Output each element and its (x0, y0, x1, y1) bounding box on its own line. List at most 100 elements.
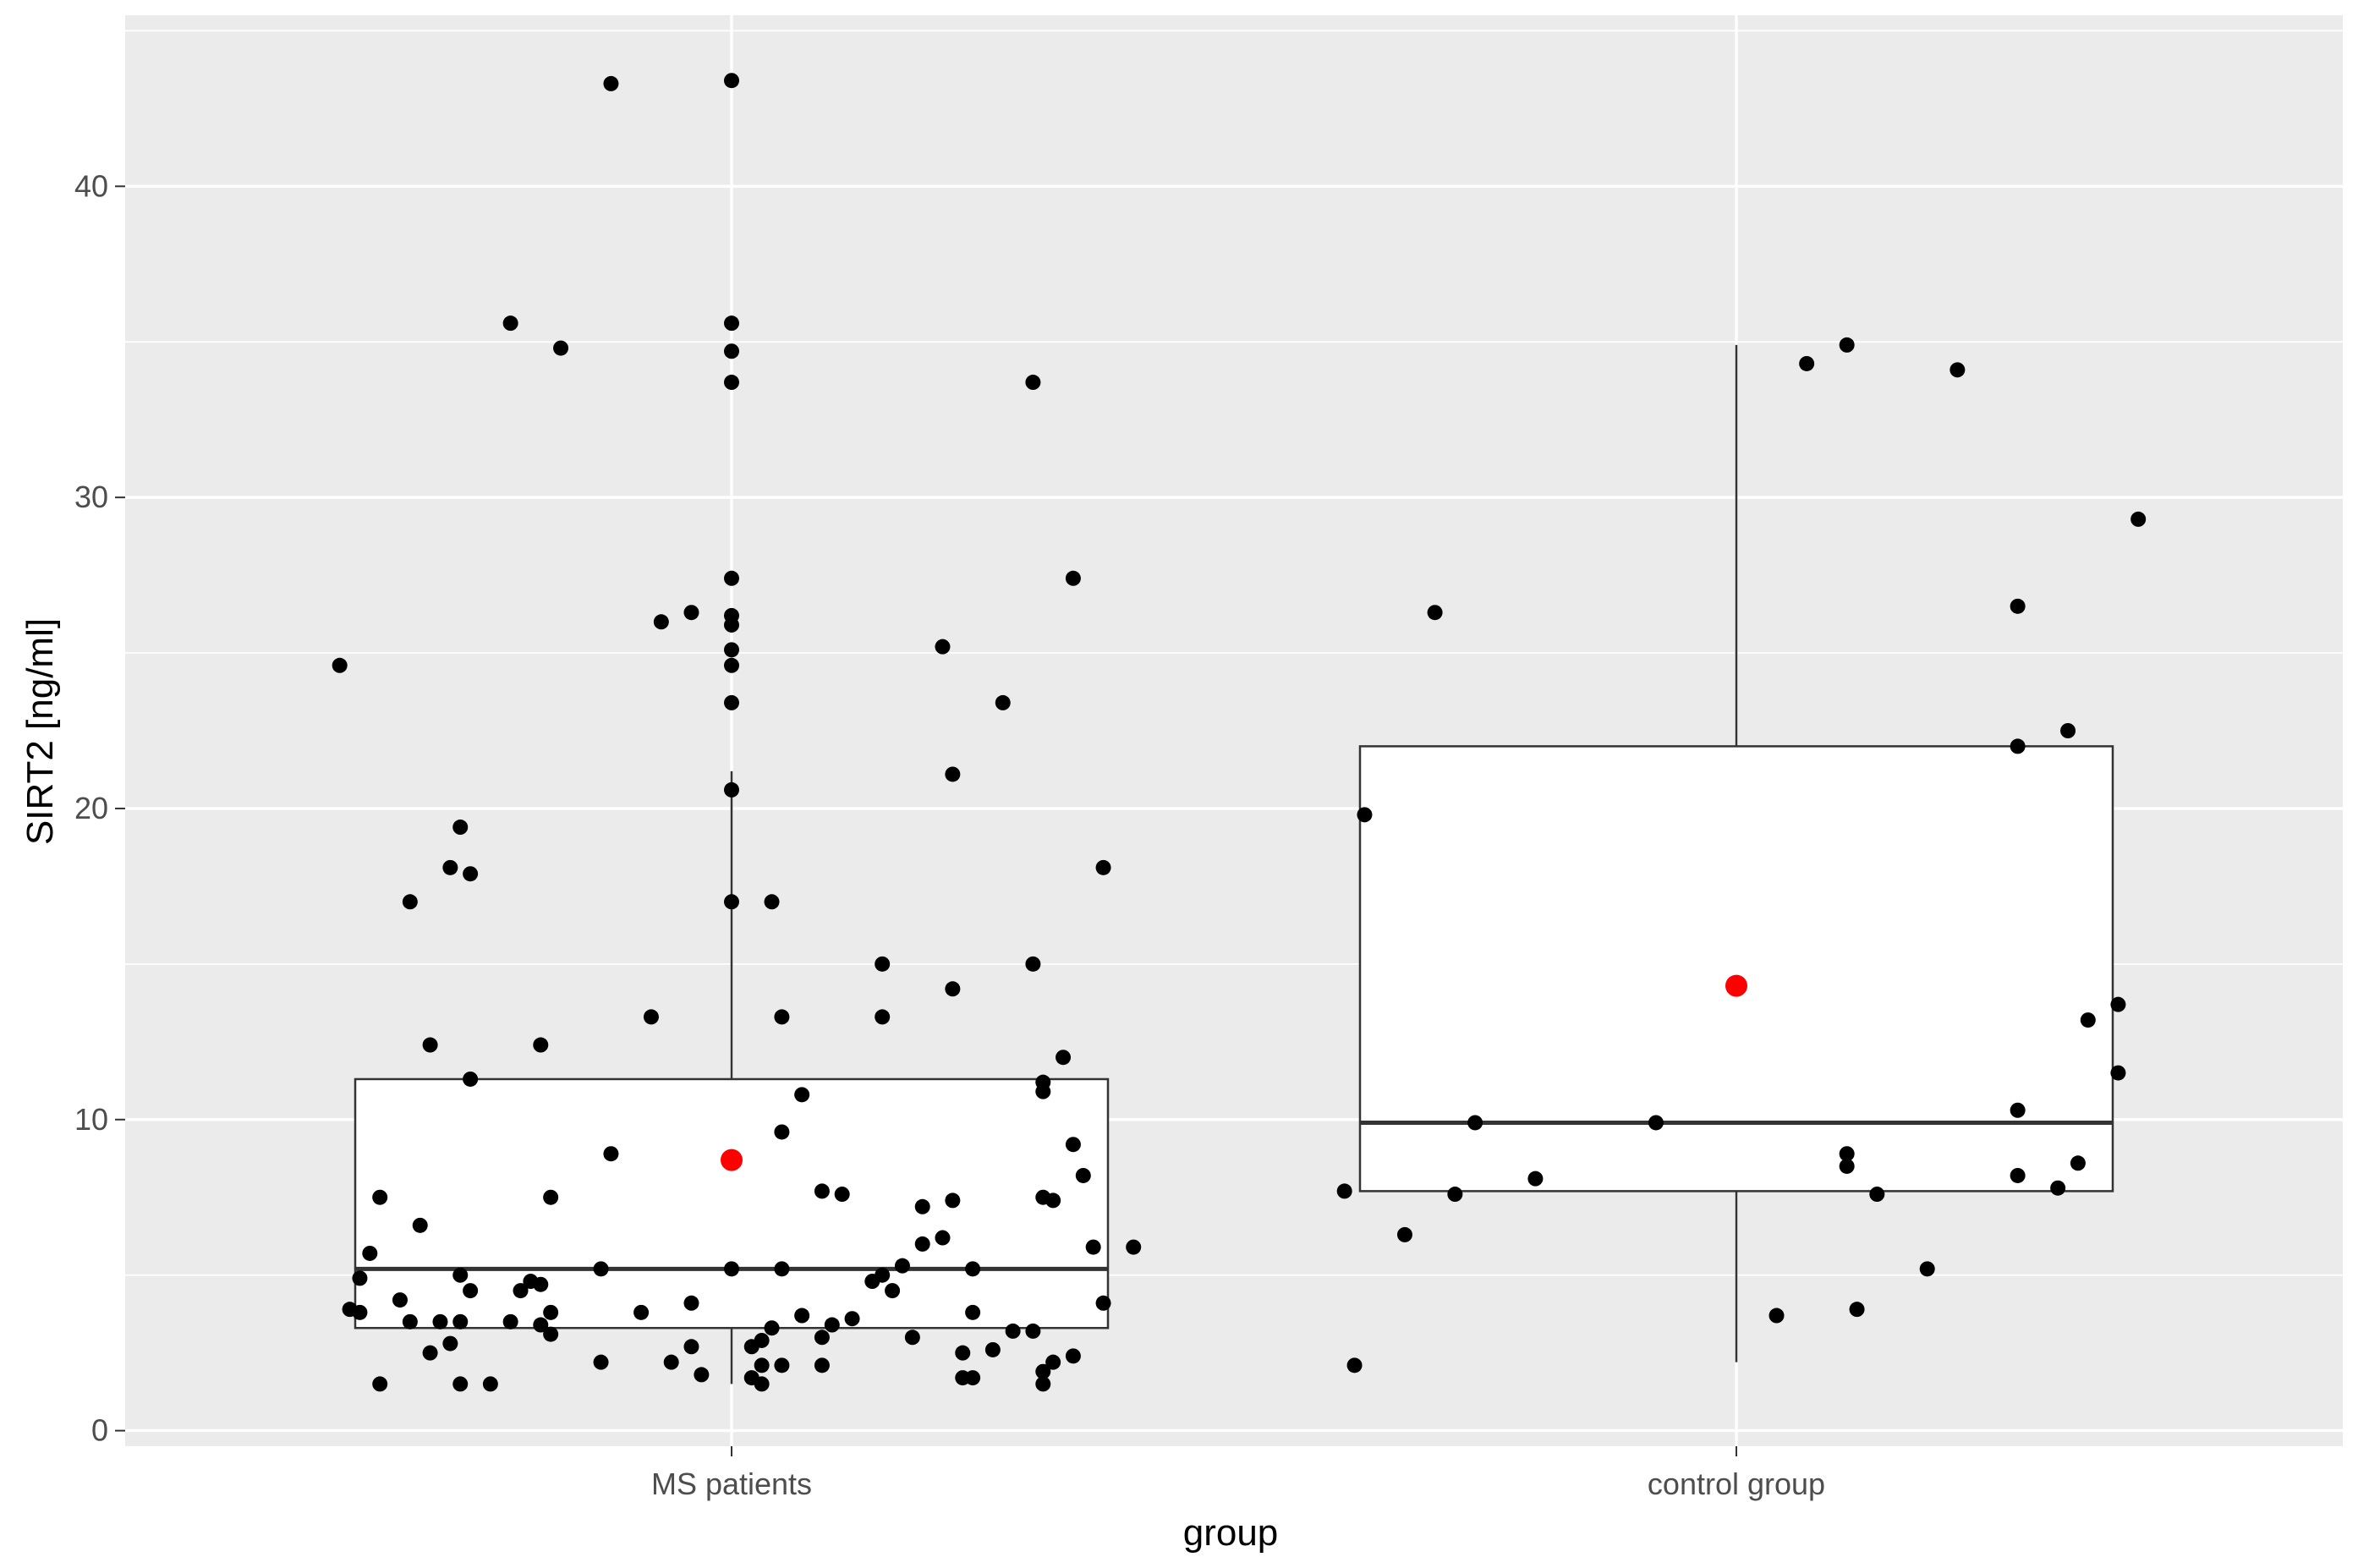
data-point (603, 1146, 619, 1162)
data-point (2010, 598, 2026, 614)
data-point (724, 642, 739, 658)
data-point (593, 1261, 609, 1277)
data-point (1467, 1115, 1483, 1131)
data-point (372, 1376, 388, 1392)
data-point (1005, 1323, 1021, 1339)
data-point (362, 1245, 378, 1261)
data-point (332, 657, 348, 673)
data-point (533, 1317, 549, 1333)
data-point (1025, 375, 1041, 391)
data-point (643, 1009, 659, 1025)
data-point (1799, 355, 1815, 371)
data-point (743, 1339, 759, 1355)
data-point (502, 1313, 518, 1330)
data-point (392, 1292, 408, 1308)
data-point (724, 1261, 739, 1277)
data-point (2130, 511, 2147, 527)
data-point (1045, 1192, 1061, 1209)
data-point (724, 73, 739, 89)
data-point (945, 766, 961, 782)
data-point (1065, 570, 1081, 586)
data-point (774, 1261, 790, 1277)
data-point (543, 1189, 559, 1205)
box-iqr (1358, 745, 2114, 1192)
data-point (1919, 1261, 1935, 1277)
data-point (764, 1320, 780, 1336)
data-point (2080, 1012, 2096, 1028)
data-point (1095, 1295, 1111, 1311)
data-point (1839, 1146, 1855, 1162)
data-point (1056, 1050, 1072, 1066)
data-point (1396, 1226, 1412, 1242)
data-point (834, 1187, 850, 1203)
data-point (422, 1345, 438, 1361)
data-point (885, 1283, 901, 1299)
data-point (774, 1124, 790, 1140)
data-point (2110, 1065, 2126, 1081)
data-point (914, 1236, 930, 1252)
data-point (724, 617, 739, 633)
data-point (875, 1009, 891, 1025)
data-point (1035, 1363, 1051, 1379)
data-point (482, 1376, 498, 1392)
data-point (724, 657, 739, 673)
data-point (1035, 1376, 1051, 1392)
x-axis-ticks: MS patients control group (651, 1446, 1825, 1501)
data-point (724, 375, 739, 391)
data-point (764, 894, 780, 910)
y-axis-ticks: 0 10 20 30 40 (74, 168, 125, 1448)
y-tick-label: 0 (91, 1413, 108, 1448)
data-point (724, 343, 739, 359)
data-point (2060, 723, 2076, 738)
y-tick-label: 40 (74, 168, 108, 203)
box-1 (354, 770, 1110, 1384)
data-point (864, 1274, 880, 1290)
data-point (553, 340, 569, 356)
data-point (1085, 1239, 1101, 1255)
data-point (502, 315, 518, 332)
data-point (2010, 1102, 2026, 1118)
data-point (402, 1313, 418, 1330)
data-point (543, 1304, 559, 1320)
x-axis-title: group (1183, 1512, 1279, 1554)
data-point (1447, 1187, 1463, 1203)
y-tick-label: 10 (74, 1102, 108, 1137)
data-point (1045, 1354, 1061, 1370)
data-point (412, 1217, 428, 1233)
data-point (844, 1311, 860, 1327)
y-axis-title: SIRT2 [ng/ml] (19, 618, 61, 845)
data-point (593, 1354, 609, 1370)
data-point (945, 1192, 961, 1209)
data-point (1035, 1083, 1051, 1099)
data-point (814, 1357, 830, 1373)
data-point (1025, 956, 1041, 972)
data-point (754, 1376, 770, 1392)
data-point (724, 894, 739, 910)
x-tick-label: control group (1648, 1467, 1825, 1501)
data-point (452, 1267, 469, 1283)
data-point (2050, 1180, 2066, 1196)
data-point (683, 1339, 699, 1355)
data-point (724, 694, 739, 710)
data-point (1648, 1115, 1664, 1131)
data-point (402, 894, 418, 910)
data-point (794, 1308, 810, 1324)
data-point (875, 956, 891, 972)
data-point (352, 1304, 368, 1320)
data-point (663, 1354, 679, 1370)
data-point (2070, 1155, 2086, 1171)
data-point (1527, 1171, 1544, 1187)
data-point (965, 1370, 981, 1386)
boxes (354, 344, 2114, 1384)
data-point (1065, 1137, 1081, 1153)
box-2 (1358, 344, 2114, 1362)
data-point (754, 1357, 770, 1373)
data-point (543, 1326, 559, 1342)
data-point (774, 1357, 790, 1373)
data-point (724, 315, 739, 332)
data-point (452, 1313, 469, 1330)
data-point (945, 981, 961, 997)
y-tick-label: 30 (74, 480, 108, 514)
data-point (1949, 362, 1966, 378)
